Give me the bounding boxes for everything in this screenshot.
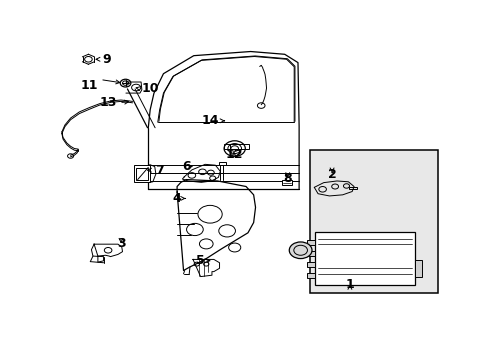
Text: 7: 7	[155, 164, 163, 177]
Text: 10: 10	[141, 82, 159, 95]
Text: 12: 12	[225, 148, 242, 161]
Text: 13: 13	[100, 96, 117, 109]
Bar	[348, 186, 356, 189]
Text: 8: 8	[283, 172, 291, 185]
Text: 4: 4	[172, 192, 181, 205]
Text: 5: 5	[196, 254, 205, 267]
Text: 11: 11	[81, 79, 98, 92]
Text: 14: 14	[202, 114, 219, 127]
Bar	[136, 168, 147, 180]
Bar	[218, 162, 225, 165]
Bar	[314, 232, 415, 285]
Text: 1: 1	[345, 278, 353, 291]
Bar	[224, 144, 248, 149]
Text: 2: 2	[327, 168, 336, 181]
Text: 6: 6	[182, 160, 190, 173]
Bar	[415, 260, 422, 276]
Circle shape	[289, 242, 311, 258]
Text: 9: 9	[102, 53, 110, 66]
Bar	[134, 165, 149, 183]
Bar	[306, 251, 314, 256]
Bar	[306, 273, 314, 278]
Bar	[282, 180, 291, 185]
Bar	[306, 262, 314, 267]
Bar	[310, 150, 437, 293]
Text: 3: 3	[117, 237, 125, 250]
Bar	[306, 240, 314, 245]
